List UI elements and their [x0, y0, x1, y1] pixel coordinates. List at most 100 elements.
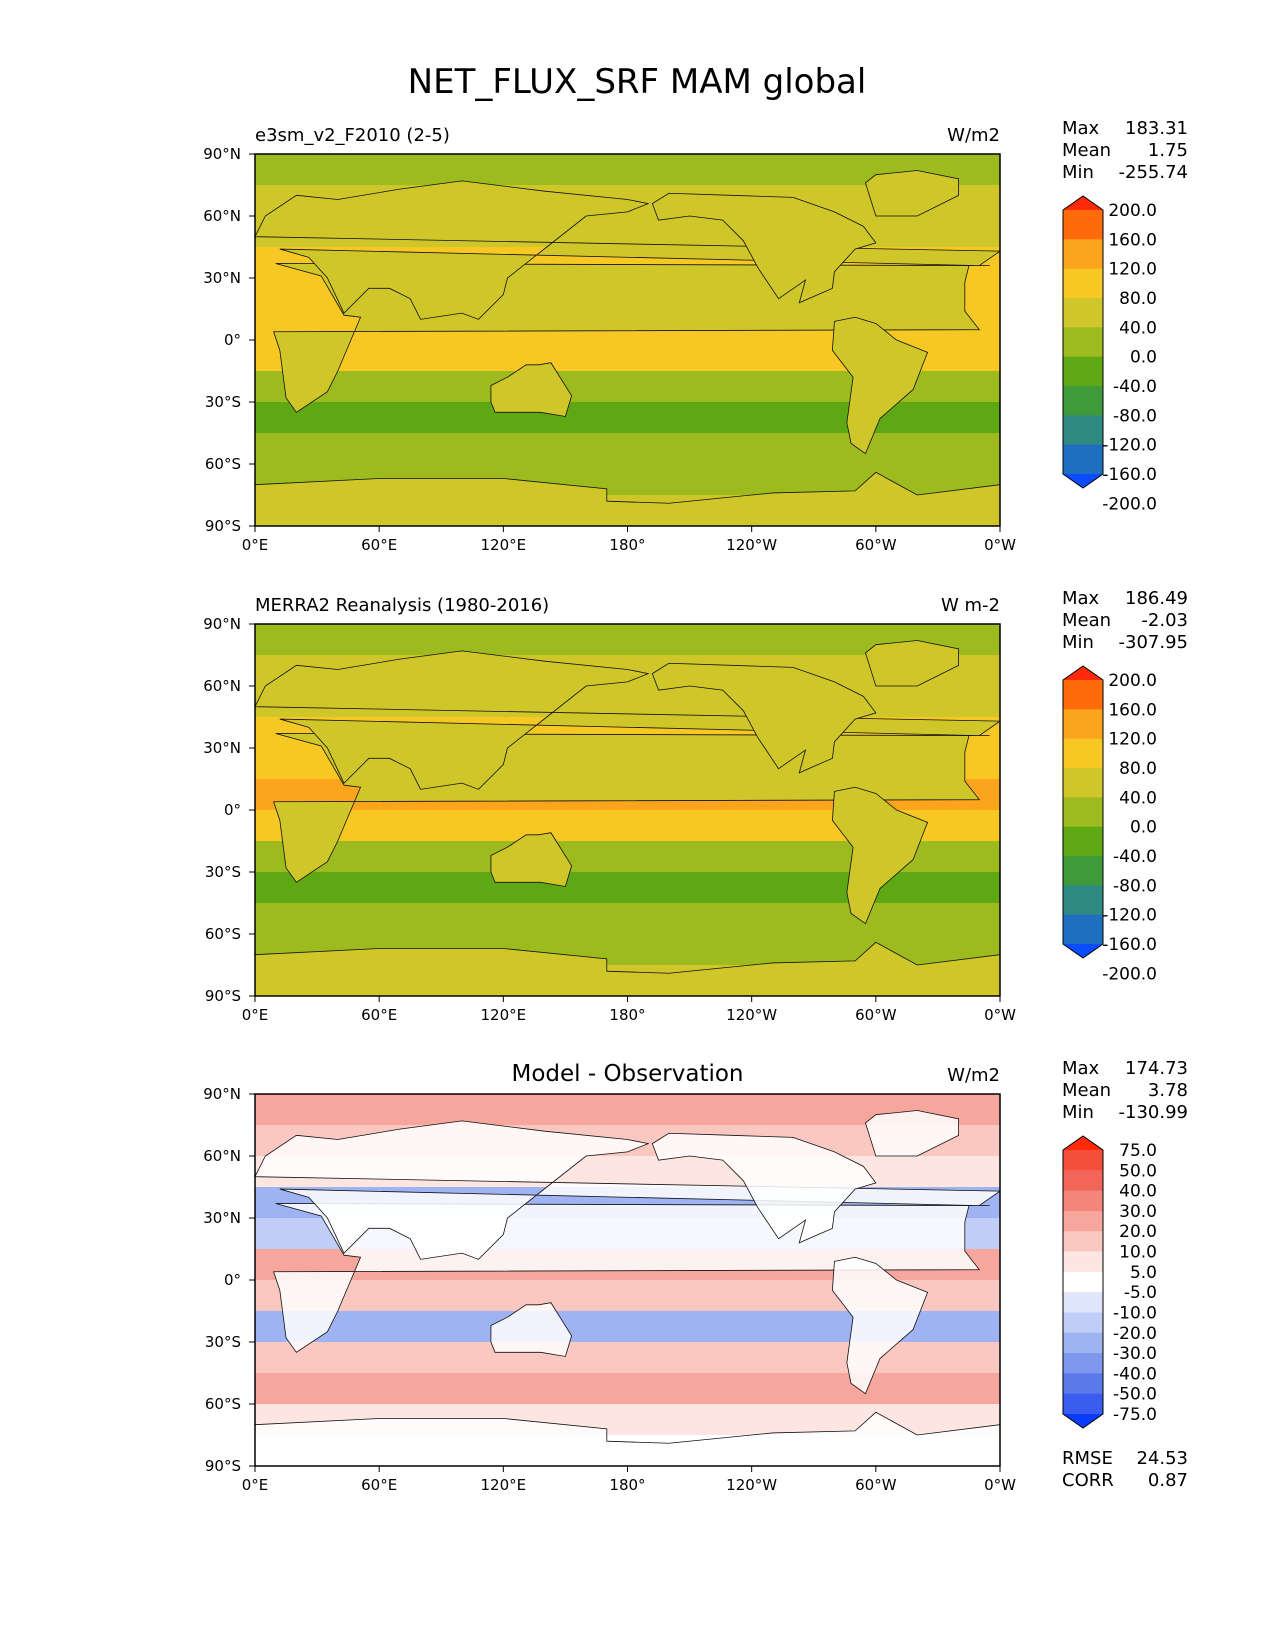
continent-outline: [490, 1302, 573, 1357]
colorbar-swatch: [1063, 444, 1103, 475]
continent-outline: [255, 941, 1000, 996]
stat-label: Max: [1062, 1058, 1100, 1079]
panel-title: Model - Observation: [511, 1061, 743, 1087]
y-tick-label: 60°S: [205, 455, 241, 473]
continent-outline: [865, 170, 960, 217]
colorbar-swatch: [1063, 680, 1103, 710]
colorbar-tick-label: 30.0: [1119, 1202, 1157, 1222]
stat-value: 183.31: [1125, 118, 1188, 139]
y-tick-label: 60°S: [205, 925, 241, 943]
stat-value: 1.75: [1148, 140, 1188, 161]
lat-band: [255, 903, 1000, 935]
continent-outline: [651, 1132, 877, 1244]
x-tick-label: 60°W: [855, 1006, 897, 1024]
stat-label: Mean: [1062, 1080, 1111, 1101]
continent-outline: [255, 1120, 1000, 1260]
x-tick-label: 120°E: [481, 536, 527, 554]
colorbar-swatch: [1063, 386, 1103, 416]
colorbar-tick-label: -40.0: [1113, 377, 1157, 397]
y-tick-label: 60°N: [203, 677, 241, 695]
y-tick-label: 0°: [224, 1271, 241, 1289]
colorbar-swatch: [1063, 1312, 1103, 1334]
stat-label: Mean: [1062, 610, 1111, 631]
x-tick-label: 120°E: [481, 1476, 527, 1494]
colorbar-swatch: [1063, 239, 1103, 270]
colorbar-tick-label: 120.0: [1108, 260, 1157, 280]
y-tick-label: 90°N: [203, 1085, 241, 1103]
x-tick-label: 0°W: [984, 1006, 1016, 1024]
map-field: [255, 624, 1000, 996]
colorbar-tick-label: -120.0: [1102, 436, 1157, 456]
colorbar-swatch: [1063, 327, 1103, 358]
y-tick-label: 90°S: [205, 517, 241, 535]
continent-outline: [651, 192, 877, 304]
x-tick-label: 0°E: [242, 1476, 269, 1494]
stat-label: RMSE: [1062, 1448, 1113, 1469]
map-panel-1: e3sm_v2_F2010 (2-5) W/m2 0°E 60°E 120°E 180° 1…: [203, 118, 1188, 554]
y-tick-label: 30°N: [203, 1209, 241, 1227]
map-panel-3: Model - Observation W/m2 0°E 60°E 120°E 180° 1…: [203, 1058, 1188, 1494]
stat-label: Mean: [1062, 140, 1111, 161]
x-tick-label: 180°: [609, 536, 645, 554]
colorbar-tick-label: -80.0: [1113, 406, 1157, 426]
map-field: [255, 1094, 1000, 1466]
y-tick-label: 30°S: [205, 393, 241, 411]
colorbar-outline: [1062, 195, 1104, 489]
y-tick-label: 90°N: [203, 615, 241, 633]
colorbar-tick-label: -160.0: [1102, 465, 1157, 485]
x-tick-label: 0°W: [984, 1476, 1016, 1494]
stat-value: -130.99: [1119, 1102, 1188, 1123]
y-tick-label: 30°S: [205, 1333, 241, 1351]
colorbar-tick-label: -5.0: [1124, 1283, 1157, 1303]
continent-outline: [651, 662, 877, 774]
colorbar-swatch: [1063, 1170, 1103, 1192]
x-tick-label: 120°W: [726, 1006, 777, 1024]
colorbar: 200.0 160.0 120.0 80.0 40.0 0.0 -40.0 -80.0 -120…: [1062, 665, 1157, 984]
panel-units: W/m2: [947, 125, 1000, 146]
colorbar-swatch: [1063, 1210, 1103, 1232]
y-tick-label: 30°S: [205, 863, 241, 881]
colorbar-swatch: [1063, 1271, 1103, 1293]
colorbar-swatch: [1063, 268, 1103, 299]
continent-outline: [831, 786, 929, 925]
colorbar-tick-label: 80.0: [1119, 289, 1157, 309]
y-tick-label: 60°S: [205, 1395, 241, 1413]
colorbar-tick-label: -40.0: [1113, 1364, 1157, 1384]
stat-value: -2.03: [1141, 610, 1188, 631]
y-tick-label: 90°N: [203, 145, 241, 163]
stat-value: 186.49: [1125, 588, 1188, 609]
colorbar-swatch: [1063, 210, 1103, 240]
colorbar-tick-label: -200.0: [1102, 964, 1157, 984]
colorbar-tick-label: -50.0: [1113, 1385, 1157, 1405]
colorbar-swatch: [1063, 1393, 1103, 1415]
panel-units: W m-2: [941, 595, 1000, 616]
colorbar-swatch: [1063, 914, 1103, 945]
colorbar-swatch: [1063, 1150, 1103, 1171]
stat-value: 0.87: [1148, 1470, 1188, 1491]
colorbar-swatch: [1063, 709, 1103, 740]
stat-label: Min: [1062, 162, 1094, 183]
colorbar-swatch: [1063, 1332, 1103, 1354]
panel-title: MERRA2 Reanalysis (1980-2016): [255, 595, 549, 616]
colorbar-swatch: [1063, 356, 1103, 387]
x-tick-label: 120°W: [726, 536, 777, 554]
colorbar-swatch: [1063, 1190, 1103, 1212]
colorbar-swatch: [1063, 1292, 1103, 1313]
colorbar-tick-label: 0.0: [1130, 348, 1157, 368]
panel-title: e3sm_v2_F2010 (2-5): [255, 125, 450, 146]
x-tick-label: 60°E: [361, 1006, 397, 1024]
colorbar-tick-label: 50.0: [1119, 1161, 1157, 1181]
y-tick-label: 60°N: [203, 1147, 241, 1165]
x-tick-label: 60°W: [855, 1476, 897, 1494]
stat-label: Min: [1062, 632, 1094, 653]
colorbar-swatch: [1063, 415, 1103, 446]
continent-outline: [490, 832, 573, 887]
colorbar-swatch: [1063, 768, 1103, 798]
colorbar-swatch: [1063, 826, 1103, 857]
colorbar-swatch: [1063, 738, 1103, 769]
x-tick-label: 0°E: [242, 536, 269, 554]
colorbar-swatch: [1063, 797, 1103, 828]
colorbar-extend-bottom: [1063, 1414, 1103, 1428]
colorbar-extend-top: [1063, 196, 1103, 210]
